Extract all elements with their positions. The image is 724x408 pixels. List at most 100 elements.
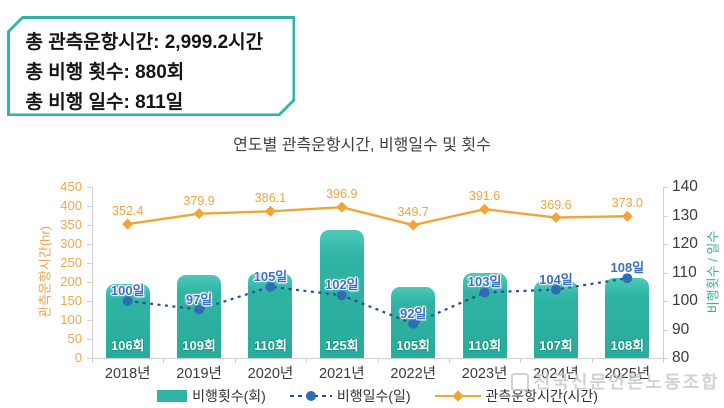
bar-value-label: 109회 — [182, 338, 216, 353]
legend: 비행횟수(회) 비행일수(일) 관측운항시간(시간) — [92, 386, 663, 406]
x-axis-label: 2024년 — [533, 366, 579, 382]
days-circle-marker — [479, 287, 490, 298]
summary-total-flights: 총 비행 횟수: 880회 — [25, 61, 185, 83]
left-axis-line — [92, 187, 93, 363]
left-axis-tick-label: 300 — [60, 236, 82, 251]
days-dashed-line — [127, 277, 628, 325]
watermark-logo-icon — [511, 372, 529, 391]
x-axis-tick — [520, 358, 522, 363]
bar-value-label: 110회 — [253, 338, 287, 353]
bar-value-label: 110회 — [468, 338, 502, 353]
bar-value-label: 107회 — [539, 338, 573, 353]
bar-2023년 — [462, 272, 507, 358]
bar-swatch-icon — [157, 390, 188, 402]
hours-value-label: 349.7 — [397, 205, 429, 220]
x-axis-tick — [234, 358, 236, 363]
left-axis-tick-label: 0 — [74, 350, 82, 365]
right-axis-tick — [663, 272, 668, 274]
left-axis-tick — [87, 320, 92, 321]
right-axis-tick — [663, 358, 668, 359]
legend-label-flight-count: 비행횟수(회) — [192, 388, 266, 404]
right-axis-tick — [663, 187, 668, 188]
left-axis-tick-label: 50 — [67, 331, 82, 346]
left-axis-tick — [87, 244, 92, 245]
bar-value-label: 106회 — [110, 338, 145, 353]
left-axis-tick — [87, 282, 92, 283]
x-axis-label: 2025년 — [604, 366, 651, 382]
right-axis-tick-label: 100 — [672, 292, 698, 309]
hours-diamond-marker — [193, 208, 205, 220]
days-value-label: 97일 — [185, 291, 213, 307]
x-axis-label: 2018년 — [104, 366, 151, 382]
left-axis-tick — [87, 187, 92, 188]
legend-item-flight-count: 비행횟수(회) — [157, 386, 266, 406]
left-axis-tick — [87, 263, 92, 264]
summary-box-inner: 총 관측운항시간: 2,999.2시간 총 비행 횟수: 880회 총 비행 일… — [10, 19, 293, 114]
legend-label-flight-days: 비행일수(일) — [336, 388, 411, 404]
x-axis-label: 2022년 — [390, 366, 436, 382]
right-axis-tick-label: 80 — [672, 349, 690, 366]
hours-diamond-marker — [479, 203, 491, 215]
bar-value-label: 108회 — [610, 338, 645, 353]
watermark: 전국신문언론노동조합 — [511, 369, 720, 394]
x-axis-tick — [663, 358, 664, 363]
left-axis-tick — [87, 301, 92, 302]
legend-item-hours: 관측운항시간(시간) — [434, 386, 598, 406]
right-axis-line — [663, 187, 664, 363]
bar-value-label: 125회 — [324, 338, 359, 353]
right-axis-tick-label: 90 — [672, 320, 690, 338]
hours-diamond-marker — [336, 201, 348, 213]
x-axis-tick — [92, 358, 93, 363]
days-circle-marker — [122, 296, 133, 306]
hours-value-label: 391.6 — [468, 189, 501, 204]
days-value-label: 104일 — [539, 271, 573, 287]
hours-value-label: 373.0 — [611, 196, 643, 211]
x-axis-tick — [591, 358, 593, 363]
hours-diamond-marker — [122, 218, 134, 230]
hours-diamond-marker — [407, 219, 419, 231]
legend-label-hours: 관측운항시간(시간) — [485, 388, 598, 404]
left-axis-tick — [87, 206, 92, 207]
left-axis-tick — [87, 339, 92, 340]
days-value-label: 103일 — [467, 274, 502, 290]
days-value-label: 100일 — [110, 283, 145, 298]
days-value-label: 108일 — [610, 260, 645, 276]
left-axis-tick — [87, 358, 92, 359]
left-axis-tick-label: 250 — [60, 255, 82, 270]
x-axis-tick — [163, 358, 165, 363]
hours-value-label: 352.4 — [112, 204, 144, 219]
days-circle-marker — [550, 284, 561, 295]
bar-value-label: 105회 — [396, 338, 431, 353]
bar-2019년 — [177, 275, 222, 358]
chart-title: 연도별 관측운항시간, 비행일수 및 횟수 — [233, 137, 491, 154]
days-value-label: 92일 — [399, 305, 427, 321]
diamond-marker-icon — [451, 390, 464, 402]
x-axis-tick — [306, 358, 308, 363]
right-axis-tick-label: 130 — [672, 206, 698, 224]
watermark-text: 전국신문언론노동조합 — [534, 372, 720, 392]
right-axis-tick — [663, 329, 668, 331]
days-value-label: 102일 — [324, 277, 359, 293]
days-value-label: 105일 — [253, 268, 288, 284]
x-axis-tick — [448, 358, 450, 363]
hours-line — [127, 205, 628, 227]
right-axis-tick-label: 140 — [672, 178, 698, 195]
left-axis-tick — [87, 225, 92, 226]
hours-diamond-marker — [264, 205, 276, 217]
circle-marker-icon — [305, 390, 316, 401]
left-axis-tick-label: 100 — [60, 312, 82, 327]
days-circle-marker — [265, 281, 276, 292]
summary-total-hours: 총 관측운항시간: 2,999.2시간 — [25, 31, 264, 53]
hours-value-label: 379.9 — [183, 193, 215, 208]
hours-value-label: 396.9 — [326, 187, 358, 202]
left-axis-tick-label: 350 — [60, 217, 82, 232]
x-axis-tick — [377, 358, 379, 363]
days-circle-marker — [194, 304, 205, 315]
dashed-line-swatch-icon — [289, 390, 332, 401]
x-axis-label: 2020년 — [247, 366, 294, 382]
summary-total-days: 총 비행 일수: 811일 — [25, 91, 184, 113]
summary-box: 총 관측운항시간: 2,999.2시간 총 비행 횟수: 880회 총 비행 일… — [7, 16, 295, 116]
left-axis-tick-label: 400 — [60, 198, 82, 213]
